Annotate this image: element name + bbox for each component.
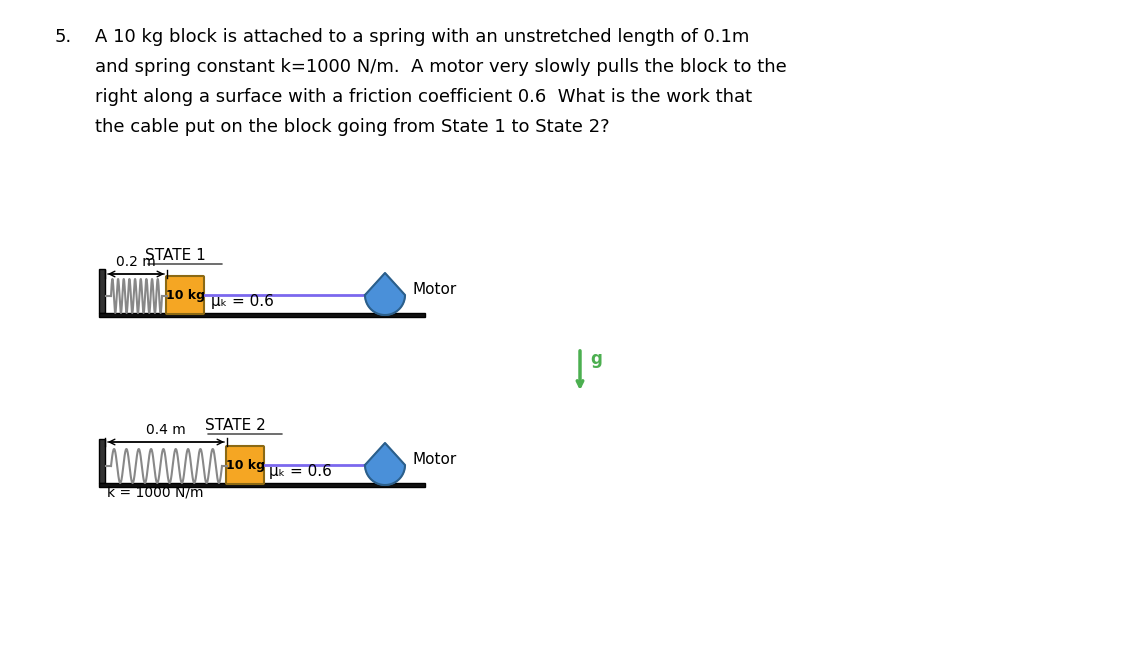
Text: A 10 kg block is attached to a spring with an unstretched length of 0.1m: A 10 kg block is attached to a spring wi… [94,28,749,46]
Text: μₖ = 0.6: μₖ = 0.6 [269,464,332,479]
Text: g: g [590,350,602,368]
Text: 10 kg: 10 kg [225,458,264,471]
Text: and spring constant k=1000 N/m.  A motor very slowly pulls the block to the: and spring constant k=1000 N/m. A motor … [94,58,786,76]
Text: μₖ = 0.6: μₖ = 0.6 [212,294,273,309]
Bar [99,439,105,483]
Text: STATE 2: STATE 2 [205,418,266,433]
Text: STATE 1: STATE 1 [145,248,206,263]
Text: 0.2 m: 0.2 m [116,255,156,269]
Text: the cable put on the block going from State 1 to State 2?: the cable put on the block going from St… [94,118,610,136]
Text: k = 1000 N/m: k = 1000 N/m [107,485,204,499]
Polygon shape [364,273,405,315]
Bar [99,483,425,487]
Text: 0.4 m: 0.4 m [146,423,186,437]
Text: Motor: Motor [413,281,457,296]
Text: Motor: Motor [413,451,457,466]
Text: 5.: 5. [55,28,72,46]
Polygon shape [364,443,405,485]
Text: right along a surface with a friction coefficient 0.6  What is the work that: right along a surface with a friction co… [94,88,753,106]
FancyBboxPatch shape [226,446,264,484]
FancyBboxPatch shape [166,276,204,314]
Text: 10 kg: 10 kg [165,289,205,302]
Bar [99,269,105,313]
Bar [99,313,425,317]
